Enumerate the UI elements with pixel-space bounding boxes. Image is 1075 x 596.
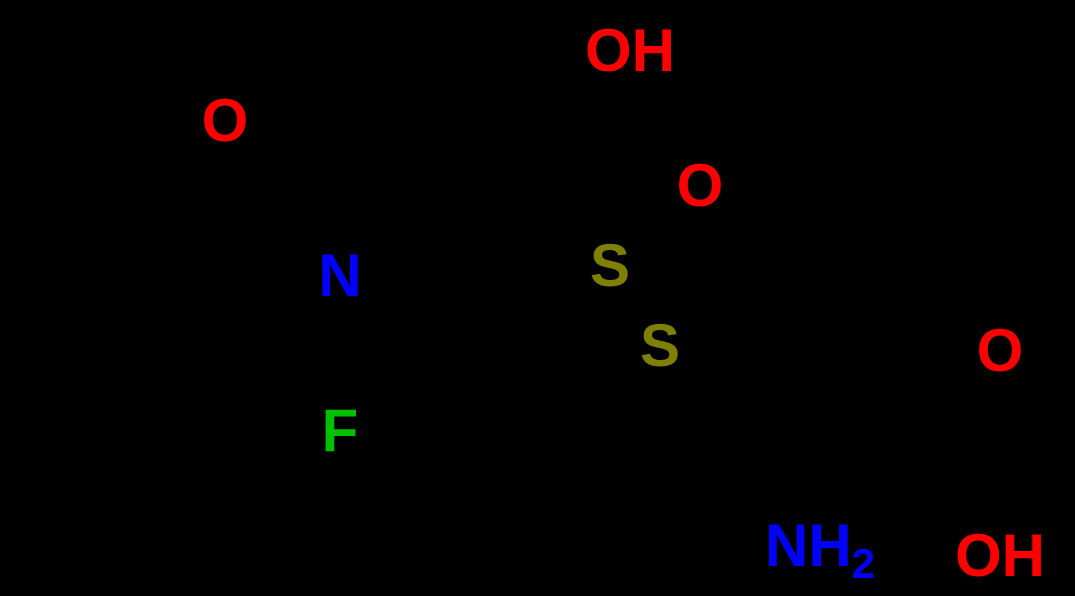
molecule-diagram: ONFSOSOHNH2OOH (0, 0, 1075, 596)
bond (40, 340, 115, 470)
atom-label-S1: S (590, 232, 630, 299)
bond (40, 40, 115, 170)
atom-label-O4: O (977, 317, 1024, 384)
bond (237, 147, 265, 210)
bond (367, 288, 480, 340)
bond (940, 420, 988, 528)
atom-label-N2: NH2 (765, 512, 875, 587)
bond (686, 359, 800, 420)
bond (480, 115, 555, 180)
atom-label-O3: OH (585, 17, 675, 84)
atom-label-F1: F (322, 397, 359, 464)
bond (40, 170, 265, 210)
atom-label-O1: O (202, 87, 249, 154)
atom-label-N1: N (318, 242, 361, 309)
atom-label-O5: OH (955, 522, 1045, 589)
atom-label-S2: S (640, 312, 680, 379)
atom-label-O2: O (677, 152, 724, 219)
bond (480, 280, 584, 340)
bond (628, 200, 682, 251)
